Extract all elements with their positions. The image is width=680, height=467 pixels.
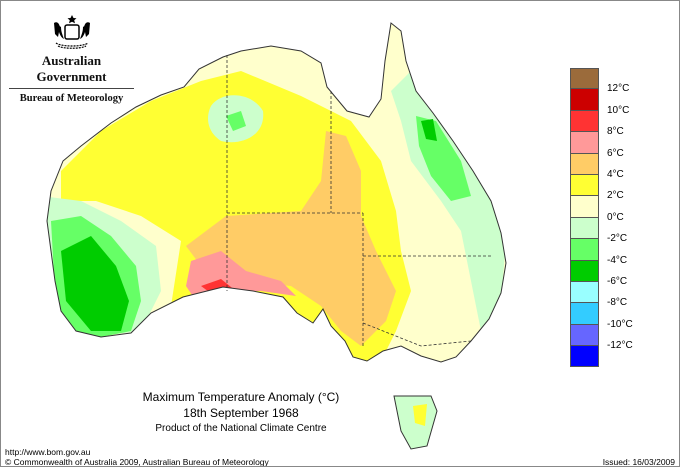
legend-swatch: [570, 281, 599, 304]
legend-label: -12°C: [607, 340, 633, 352]
legend-label: -2°C: [607, 233, 628, 245]
legend-swatch: [570, 132, 599, 154]
legend-swatch: [570, 110, 599, 133]
bureau-name: Bureau of Meteorology: [19, 93, 124, 104]
legend-label: 2°C: [607, 190, 624, 202]
legend-swatch: [570, 196, 599, 218]
legend-label: -10°C: [607, 318, 633, 330]
zone-4-6: [186, 131, 396, 346]
website-link[interactable]: http://www.bom.gov.au: [5, 447, 91, 457]
issued-date: Issued: 16/03/2009: [602, 457, 675, 467]
legend-label: 6°C: [607, 147, 624, 159]
legend-label: -6°C: [607, 276, 628, 287]
legend-swatch: [570, 68, 599, 90]
legend-label: -8°C: [607, 297, 628, 309]
legend-swatch: [570, 217, 599, 240]
legend-label: 8°C: [607, 126, 624, 138]
product-line: Product of the National Climate Centre: [155, 423, 327, 434]
copyright: © Commonwealth of Australia 2009, Austra…: [5, 457, 269, 467]
zone-tas-warm: [413, 404, 427, 426]
map-title: Maximum Temperature Anomaly (°C) 18th Se…: [91, 389, 391, 437]
zone-sw-dark: [61, 236, 129, 331]
legend-swatch: [570, 324, 599, 347]
coat-of-arms-icon: [53, 15, 90, 49]
date-line: 18th September 1968: [183, 406, 299, 420]
color-legend: 12°C 10°C 8°C 6°C 4°C 2°C 0°C -2°C -4°C -6°C -8°C -…: [570, 68, 633, 368]
bom-logo: Australian Government Bureau of Meteorol…: [9, 13, 134, 104]
zone-qld-dark: [421, 119, 437, 141]
government-name: Australian Government: [36, 53, 107, 84]
logo-divider: [9, 88, 134, 89]
legend-label: -4°C: [607, 254, 628, 266]
legend-swatch: [570, 260, 599, 282]
legend-label: 4°C: [607, 169, 624, 180]
legend-swatch: [570, 174, 599, 197]
state-borders: [226, 55, 491, 347]
title-line: Maximum Temperature Anomaly (°C): [142, 390, 340, 404]
legend-swatch: [570, 303, 599, 325]
zone-cool-core: [226, 111, 246, 131]
legend-swatch: [570, 346, 599, 368]
legend-swatch: [570, 239, 599, 261]
legend-swatch: [570, 89, 599, 111]
legend-swatch: [570, 153, 599, 175]
legend-label: 10°C: [607, 104, 630, 116]
legend-label: 12°C: [607, 83, 630, 95]
legend-label: 0°C: [607, 211, 624, 223]
